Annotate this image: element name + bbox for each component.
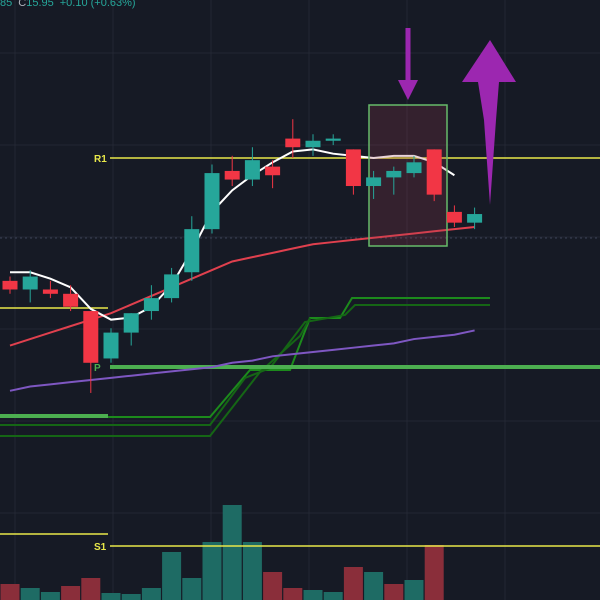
volume-bar xyxy=(242,542,262,600)
candle-body xyxy=(164,274,180,299)
volume-bar xyxy=(61,586,81,600)
prev-value-fragment: 85 xyxy=(0,0,13,9)
candle-body xyxy=(406,162,422,174)
close-value: 15.95 xyxy=(26,0,54,9)
channel-line xyxy=(0,297,490,418)
candle-body xyxy=(325,138,341,141)
volume-bar xyxy=(424,545,444,600)
channel-line xyxy=(0,304,490,426)
volume-bar xyxy=(40,592,60,600)
s1-label: S1 xyxy=(94,542,107,553)
candle-body xyxy=(265,166,281,176)
ohlc-header: 85 C15.95 +0.10 (+0.63%) xyxy=(0,0,142,9)
volume-bar xyxy=(263,572,283,600)
volume-bar xyxy=(20,588,40,600)
volume-bar xyxy=(182,578,202,600)
volume-bar xyxy=(323,592,343,600)
volume-bars xyxy=(0,505,444,600)
candle-body xyxy=(83,311,99,363)
volume-bar xyxy=(202,542,222,600)
volume-bar xyxy=(384,584,404,600)
up-arrow xyxy=(462,40,516,205)
candle-body xyxy=(184,229,200,273)
candle-body xyxy=(244,160,260,180)
down-arrow-head xyxy=(398,80,418,100)
candle-body xyxy=(123,313,139,333)
candle-body xyxy=(345,149,361,187)
candle-body xyxy=(285,138,301,148)
volume-bar xyxy=(404,580,424,600)
candle-body xyxy=(2,280,18,290)
pivot-label: P xyxy=(94,363,101,374)
candle-body xyxy=(366,177,382,187)
candlesticks[interactable] xyxy=(2,119,483,393)
volume-bar xyxy=(222,505,242,600)
candle-body xyxy=(426,149,442,195)
candle-body xyxy=(63,293,79,307)
candle-body xyxy=(42,289,58,294)
volume-bar xyxy=(303,590,323,600)
volume-bar xyxy=(141,588,161,600)
candle-body xyxy=(446,211,462,223)
volume-bar xyxy=(81,578,101,600)
candle-body xyxy=(224,170,240,180)
volume-bar xyxy=(0,584,20,600)
volume-bar xyxy=(162,552,182,600)
volume-bar xyxy=(121,594,141,600)
change-value: +0.10 (+0.63%) xyxy=(59,0,136,9)
candle-body xyxy=(143,298,159,312)
channel-line xyxy=(0,317,311,437)
candle-body xyxy=(22,276,38,290)
candle-body xyxy=(386,170,402,178)
volume-bar xyxy=(364,572,384,600)
annotation-arrows xyxy=(398,28,516,205)
candle-body xyxy=(204,173,220,230)
ma-long-line xyxy=(9,329,475,392)
channel-lines xyxy=(0,297,490,437)
volume-bar xyxy=(343,567,363,600)
ma-short-line xyxy=(10,148,455,321)
candle-body xyxy=(103,332,119,359)
candle-body xyxy=(305,140,321,148)
close-label: C xyxy=(18,0,27,9)
candle-body xyxy=(467,214,483,223)
volume-bar xyxy=(283,588,303,600)
r1-label: R1 xyxy=(94,154,107,165)
volume-bar xyxy=(101,593,121,600)
